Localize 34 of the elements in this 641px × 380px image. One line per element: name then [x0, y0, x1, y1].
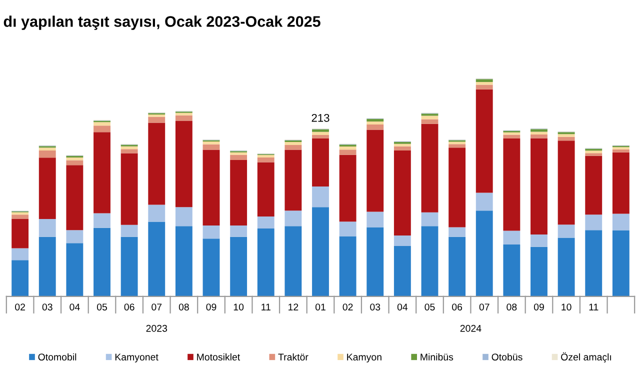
x-tick-label: 12 — [288, 304, 298, 310]
x-tick-label: 10 — [234, 304, 244, 310]
legend-label: Otomobil — [38, 353, 76, 360]
x-tick-label: 04 — [70, 304, 80, 310]
x-tick-label: 08 — [506, 304, 517, 310]
text: 2024 — [460, 324, 482, 332]
legend-label: Otobüs — [492, 353, 522, 360]
legend-label: Minibüs — [420, 353, 454, 360]
chart-title: dı yapılan taşıt sayısı, Ocak 2023-Ocak 2025 — [4, 16, 320, 30]
text: 2023 — [146, 324, 168, 332]
legend-label: Kamyon — [347, 354, 382, 362]
x-tick-label: 10 — [562, 304, 572, 310]
x-tick-label: 05 — [424, 304, 435, 310]
x-tick-label: 03 — [42, 304, 52, 310]
x-tick-label: 06 — [452, 304, 462, 310]
x-tick-label: 01 — [315, 304, 326, 310]
legend-label: Kamyonet — [115, 354, 158, 362]
legend-label: Özel amaçlı — [561, 352, 612, 362]
x-tick-label: 06 — [124, 304, 134, 310]
x-tick-label: 02 — [15, 304, 25, 310]
x-tick-label: 03 — [370, 304, 380, 310]
x-tick-label: 09 — [206, 304, 216, 310]
x-tick-label: 02 — [342, 304, 353, 310]
legend-label: Motosiklet — [197, 353, 240, 360]
annotation: 213 — [312, 114, 330, 122]
x-tick-label: 09 — [534, 304, 544, 310]
legend-label: Traktör — [278, 353, 308, 360]
x-tick-label: 07 — [152, 304, 162, 310]
x-tick-label: 05 — [96, 304, 108, 310]
x-tick-label: 11 — [262, 304, 270, 310]
x-tick-label: 11 — [589, 304, 598, 310]
x-tick-label: 04 — [397, 304, 408, 310]
x-tick-label: 07 — [479, 304, 490, 310]
x-tick-label: 08 — [178, 304, 189, 310]
